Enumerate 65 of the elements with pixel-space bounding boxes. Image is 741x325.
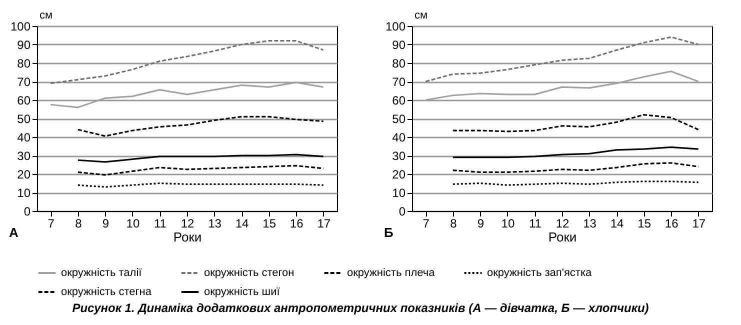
- line-series: [452, 146, 700, 158]
- x-tick-label: 11: [154, 216, 167, 230]
- line-series: [424, 36, 700, 82]
- y-tick-label: 30: [17, 149, 31, 163]
- y-tick-label: 0: [24, 204, 31, 218]
- x-tick-label: 12: [556, 216, 570, 230]
- y-tick-label: 100: [385, 20, 406, 34]
- y-tick-label: 70: [17, 75, 31, 89]
- y-tick-label: 90: [17, 38, 31, 52]
- y-tick-label: 60: [17, 94, 31, 108]
- text: Рисунок 1. Динаміка додаткових антропометричних показників (А — дівчатка, Б — хлопчики): [72, 301, 649, 315]
- line-series: [77, 116, 324, 137]
- x-tick-label: 17: [692, 216, 706, 230]
- y-tick-label: 100: [10, 20, 31, 34]
- y-tick-label: 50: [392, 112, 406, 126]
- y-tick-label: 10: [17, 186, 31, 200]
- x-tick-label: 13: [208, 216, 222, 230]
- line-series: [77, 154, 324, 163]
- y-tick-label: 50: [17, 112, 31, 126]
- y-tick-label: 80: [17, 56, 31, 70]
- x-tick-label: 14: [235, 216, 250, 230]
- x-tick-label: 15: [262, 216, 276, 230]
- x-tick-label: 17: [317, 216, 331, 230]
- y-tick-label: 20: [392, 168, 406, 182]
- y-tick-label: 10: [392, 186, 406, 200]
- x-tick-label: 14: [610, 216, 624, 230]
- y-tick-label: 40: [392, 130, 406, 144]
- legend-label: окружність плеча: [347, 267, 436, 279]
- x-tick-label: 10: [501, 216, 515, 230]
- legend-label: окружність талії: [61, 267, 142, 279]
- x-tick-label: 10: [126, 216, 140, 230]
- x-tick-label: 16: [290, 216, 304, 230]
- x-tick-label: 7: [48, 216, 55, 230]
- x-tick-label: 13: [583, 216, 597, 230]
- y-tick-label: 80: [392, 56, 406, 70]
- line-series: [452, 162, 700, 173]
- legend-label: окружність зап'ястка: [487, 267, 593, 279]
- x-tick-label: 12: [180, 216, 194, 230]
- text: А: [9, 225, 19, 240]
- text: Б: [384, 225, 394, 240]
- y-tick-label: 60: [392, 94, 406, 108]
- x-tick-label: 9: [477, 216, 484, 230]
- y-tick-label: 70: [392, 75, 406, 89]
- y-tick-label: 0: [398, 204, 406, 218]
- line-series: [77, 164, 324, 176]
- x-tick-label: 9: [102, 216, 110, 230]
- legend-label: окружність стегна: [61, 286, 152, 298]
- y-axis-title: см: [414, 10, 428, 22]
- line-series: [452, 114, 700, 132]
- y-tick-label: 90: [392, 38, 406, 52]
- x-tick-label: 7: [422, 216, 430, 230]
- y-tick-label: 30: [392, 149, 406, 163]
- x-tick-label: 16: [664, 216, 679, 230]
- x-tick-label: 8: [75, 216, 82, 230]
- legend-label: окружність стегон: [204, 267, 294, 279]
- y-tick-label: 20: [17, 168, 31, 182]
- x-axis-title: Роки: [173, 230, 202, 244]
- line-series: [50, 40, 324, 84]
- y-tick-label: 40: [17, 130, 31, 144]
- x-axis-title: Роки: [548, 230, 577, 244]
- y-axis-title: см: [40, 10, 53, 22]
- x-tick-label: 11: [528, 216, 542, 230]
- x-tick-label: 8: [450, 216, 458, 230]
- x-tick-label: 15: [638, 216, 652, 230]
- legend-label: окружність шиї: [204, 286, 280, 298]
